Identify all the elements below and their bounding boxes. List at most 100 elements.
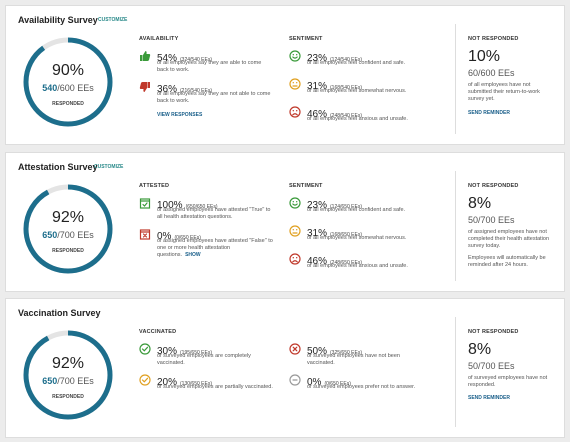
stat-detail: (324/540 EEs) [180,57,212,63]
stat-description: of all employees feel anxious and unsafe… [307,116,408,122]
stat-line: 20% (130/650 EEs) [157,372,212,390]
side-count: 60/600 EEs [468,68,515,78]
stat-percent: 54% [157,53,178,64]
stat-detail: (195/650 EEs) [180,350,212,356]
stat-percent: 50% [307,346,328,357]
stat-text: of surveyed employees are partially vacc… [157,384,274,391]
survey-card: Attestation Survey CUSTOMIZE 92% 650/700 EE… [5,152,565,292]
stat-line: 50% (325/650 EEs) [307,341,362,359]
status-icon [289,197,301,209]
inline-link[interactable]: SHOW [185,252,201,258]
ring-caption: RESPONDED [52,248,84,254]
stat-detail: (248/650 EEs) [330,260,362,266]
stat-description: of all employees feel anxious and unsafe… [307,263,408,269]
ring-percent: 92% [51,355,85,372]
stat-text: of all employees feel anxious and unsafe… [307,116,424,123]
stat-description: of surveyed employees are completely vac… [157,353,251,366]
send-reminder[interactable]: SEND REMINDER [468,395,510,401]
stat-description: of assigned employees have attested "Tru… [157,207,271,220]
ring-count: 650/700 EEs [18,376,118,386]
side-text: of surveyed employees have not responded… [468,375,548,388]
divider [455,24,456,134]
ring-arc [23,37,113,127]
stat-percent: 46% [307,109,328,120]
ring-count: 540/600 EEs [18,83,118,93]
status-icon [289,50,301,62]
stat-line: 36% (216/540 EEs) [157,79,212,97]
stat-description: of all employees feel confident and safe… [307,60,406,66]
stat-text: of all employees feel confident and safe… [307,60,424,67]
ring-percent: 92% [51,209,85,226]
stat-line: 46% (248/540 EEs) [307,104,362,122]
status-icon [139,229,151,240]
customize-link[interactable]: CUSTOMIZE [98,17,128,23]
stat-line: 0% (0/650 EEs) [307,372,351,390]
status-icon [139,343,151,355]
side-count: 50/700 EEs [468,361,515,371]
section-heading: VACCINATED [139,329,177,335]
ring-count: 650/700 EEs [18,230,118,240]
stat-percent: 30% [157,346,178,357]
send-reminder[interactable]: SEND REMINDER [468,110,510,116]
side-count: 50/700 EEs [468,215,515,225]
stat-text: of all employees feel somewhat nervous. [307,235,424,242]
stat-description: of surveyed employees have not been vacc… [307,353,400,366]
response-ring [23,37,113,127]
ring-count-total: /600 EEs [57,83,94,93]
stat-detail: (168/540 EEs) [330,85,362,91]
side-percent: 8% [468,341,492,358]
stat-text: of all employees feel anxious and unsafe… [307,263,424,270]
stat-description: of assigned employees have attested "Fal… [157,238,273,258]
response-ring [23,330,113,420]
stat-detail: (0/650 EEs) [174,235,201,241]
side-text: of assigned employees have not completed… [468,229,550,249]
divider [455,317,456,427]
stat-detail: (650/650 EEs) [185,204,218,210]
stat-detail: (124/650 EEs) [330,204,362,210]
stat-text: of assigned employees have attested "Tru… [157,207,274,221]
stat-text: of surveyed employees prefer not to answ… [307,384,424,391]
stat-text: of surveyed employees have not been vacc… [307,353,424,367]
stat-text: of all employees feel somewhat nervous. [307,88,424,95]
stat-percent: 23% [307,200,328,211]
stat-line: 100% (650/650 EEs) [157,195,218,213]
ring-count-value: 650 [42,376,58,386]
status-icon [139,198,151,209]
stat-percent: 31% [307,81,328,92]
survey-card: Availability Survey CUSTOMIZE 90% 540/600 E… [5,5,565,145]
stat-description: of all employees feel confident and safe… [307,207,406,213]
status-icon [139,374,151,386]
section-link[interactable]: VIEW RESPONSES [157,112,203,118]
stat-percent: 23% [307,53,328,64]
stat-line: 23% (124/650 EEs) [307,195,362,213]
ring-arc [23,330,113,420]
stat-detail: (325/650 EEs) [330,350,362,356]
status-icon [289,374,301,386]
ring-arc [23,184,113,274]
card-title: Availability Survey [18,15,98,25]
stat-description: of all employees feel somewhat nervous. [307,88,407,94]
customize-link[interactable]: CUSTOMIZE [94,164,124,170]
card-title: Vaccination Survey [18,308,101,318]
stat-text: of all employees say they are not able t… [157,91,274,105]
stat-line: 31% (168/540 EEs) [307,76,362,94]
stat-description: of surveyed employees are partially vacc… [157,384,273,390]
side-heading: NOT RESPONDED [468,36,519,42]
stat-detail: (168/650 EEs) [330,232,362,238]
section-heading: SENTIMENT [289,36,323,42]
stat-percent: 36% [157,84,178,95]
ring-count-value: 650 [42,230,58,240]
status-icon [289,253,301,265]
stat-description: of all employees say they are able to co… [157,60,262,73]
side-percent: 10% [468,48,501,65]
status-icon [140,51,151,61]
ring-count-total: /700 EEs [57,230,94,240]
ring-count-value: 540 [42,83,58,93]
stat-text: of all employees feel confident and safe… [307,207,424,214]
stat-description: of surveyed employees prefer not to answ… [307,384,416,390]
ring-caption: RESPONDED [52,394,84,400]
side-heading: NOT RESPONDED [468,329,519,335]
stat-percent: 100% [157,200,183,211]
card-title: Attestation Survey [18,162,98,172]
